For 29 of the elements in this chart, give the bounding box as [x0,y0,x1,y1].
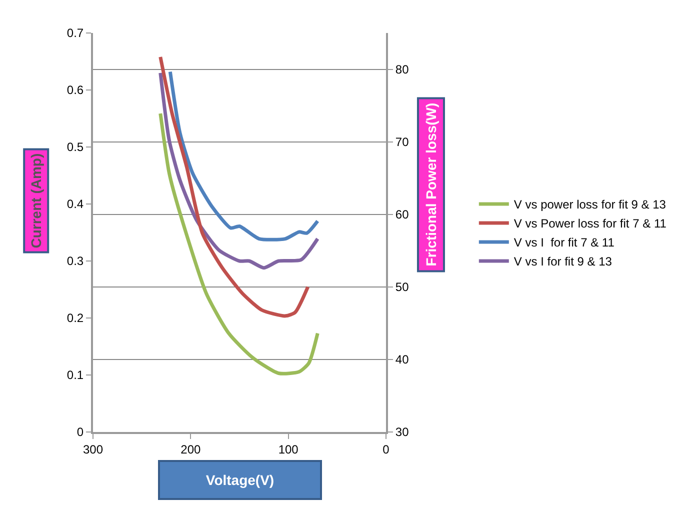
y-tick-label: 0.4 [66,197,84,212]
y2-tick-label: 60 [395,208,410,222]
y2-tick-label: 70 [395,135,410,150]
y2-axis-title: Frictional Power loss(W) [422,102,439,266]
line-series [158,71,320,270]
y-tick-label: 0.3 [66,254,84,268]
x-tick-label: 0 [382,442,390,456]
y-tick-label: 0.6 [66,83,84,98]
y-tick-label: 0 [76,425,84,440]
legend-label: V vs I for fit 9 & 13 [514,254,612,269]
y-tick-label: 0.5 [66,140,84,154]
x-tick-label: 100 [278,442,299,456]
line-series [158,112,320,376]
y2-tick-label: 30 [395,425,410,440]
x-tick-label: 200 [180,442,201,456]
y-axis-title: Current (Amp) [28,153,44,248]
y-tick-label: 0.2 [66,311,84,326]
x-tick-label: 300 [82,442,104,456]
legend-label: V vs I for fit 7 & 11 [514,236,615,250]
y2-tick-label: 80 [395,62,410,76]
y2-tick-label: 40 [395,352,410,367]
y-tick-label: 0.1 [66,368,84,382]
line-series [168,70,320,242]
x-axis-title: Voltage(V) [206,472,274,488]
line-series [158,55,310,318]
y2-tick-label: 50 [395,280,410,294]
legend-label: V vs power loss for fit 9 & 13 [514,198,666,212]
y-tick-label: 0.7 [66,26,84,40]
legend-label: V vs Power loss for fit 7 & 11 [514,216,667,231]
